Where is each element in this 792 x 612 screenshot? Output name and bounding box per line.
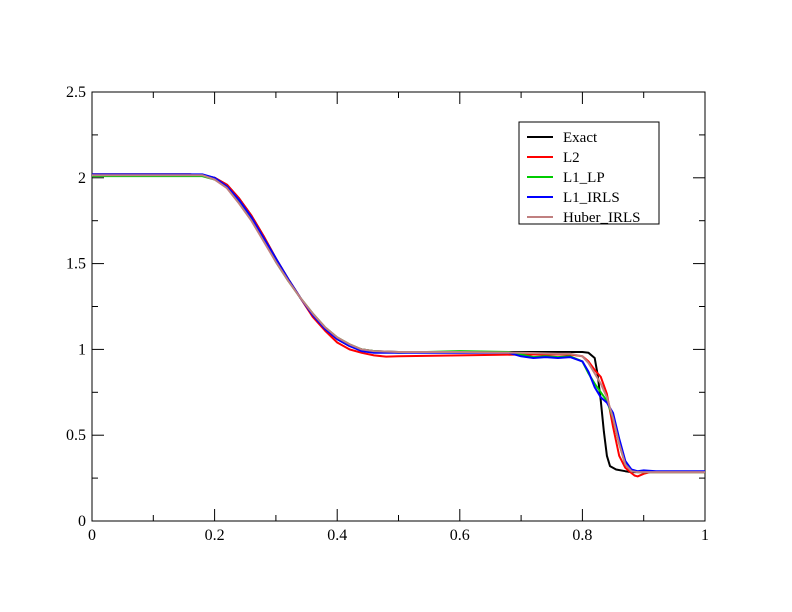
x-tick-label: 0.4	[327, 527, 347, 544]
y-tick-label: 2	[78, 170, 86, 187]
y-tick-label: 2.5	[66, 84, 86, 101]
y-tick-label: 1	[78, 341, 86, 358]
legend-label: Exact	[563, 130, 598, 146]
legend-box	[518, 121, 660, 225]
series-line-huber-irls	[92, 174, 705, 474]
legend-label: L2	[563, 150, 580, 166]
x-tick-label: 0	[88, 527, 96, 544]
legend-label: L1_IRLS	[563, 190, 620, 206]
x-tick-label: 0.8	[572, 527, 592, 544]
x-tick-label: 1	[701, 527, 709, 544]
series-lines	[92, 173, 705, 478]
y-tick-label: 0.5	[66, 427, 86, 444]
legend-label: L1_LP	[563, 170, 605, 186]
y-tick-label: 1.5	[66, 256, 86, 273]
y-tick-label: 0	[78, 513, 86, 530]
axis-ticks	[91, 91, 706, 522]
axis-tick-labels: 0 0.2 0.4 0.6 0.8 1 0 0.5 1 1.5 2 2.5	[66, 84, 709, 544]
legend-label: Huber_IRLS	[563, 210, 641, 226]
legend: Exact L2 L1_LP L1_IRLS Huber_IRLS	[518, 121, 660, 226]
x-tick-label: 0.6	[450, 527, 470, 544]
x-tick-label: 0.2	[205, 527, 225, 544]
